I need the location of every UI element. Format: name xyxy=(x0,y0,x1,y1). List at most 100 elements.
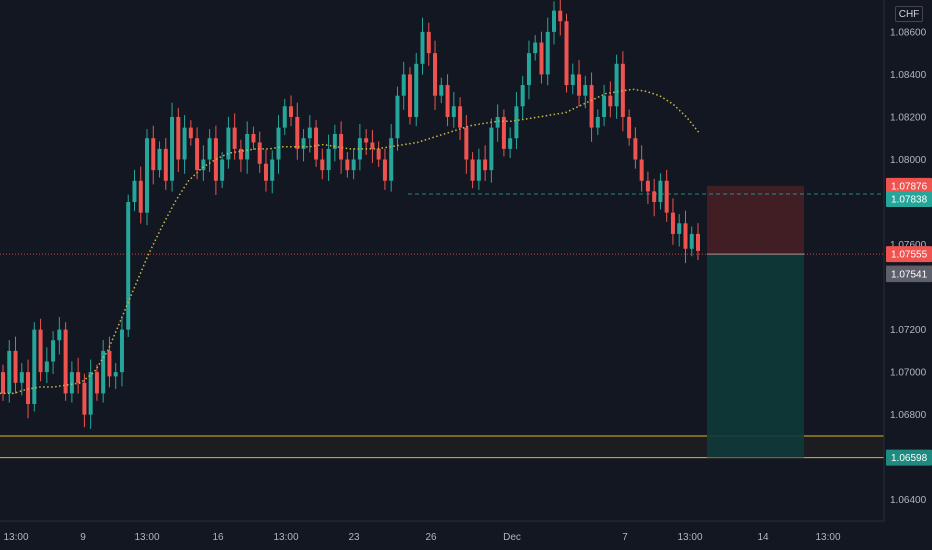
candle-body xyxy=(526,53,531,86)
candle-body xyxy=(514,106,519,139)
y-tick-label: 1.07200 xyxy=(890,325,927,336)
candle-body xyxy=(257,142,262,164)
candle-body xyxy=(614,63,619,107)
candle-body xyxy=(470,159,475,181)
stop-loss-area xyxy=(707,185,804,255)
candle-body xyxy=(382,159,387,181)
candle-body xyxy=(151,138,156,171)
short-position-tool[interactable] xyxy=(707,185,804,458)
candle-body xyxy=(545,31,550,75)
entry-price-badge: 1.07555 xyxy=(891,250,928,261)
y-tick-label: 1.06400 xyxy=(890,495,927,506)
candle-body xyxy=(577,74,582,96)
candle-body xyxy=(439,85,444,96)
last-price-badge-bg xyxy=(886,266,932,283)
candle-body xyxy=(226,127,231,160)
candle-body xyxy=(282,106,287,128)
candle-body xyxy=(602,95,607,117)
candle-body xyxy=(357,138,362,160)
candle-body xyxy=(145,138,150,213)
candle-body xyxy=(295,116,300,149)
candle-body xyxy=(696,233,700,251)
candle-body xyxy=(683,223,688,249)
candle-body xyxy=(69,372,74,394)
stop-price-badge: 1.07876 xyxy=(891,181,928,192)
candle-body xyxy=(345,159,350,171)
candle-body xyxy=(138,180,143,213)
stop-price-badge-bg xyxy=(886,177,932,194)
candle-body xyxy=(163,148,168,181)
candle-body xyxy=(476,159,481,181)
candle-body xyxy=(51,340,56,362)
candle-body xyxy=(376,148,381,160)
candle-body xyxy=(620,63,625,117)
candle-body xyxy=(595,116,600,128)
currency-label[interactable]: CHF xyxy=(895,6,923,22)
candle-body xyxy=(414,63,419,117)
candle-body xyxy=(170,116,175,181)
take-profit-area xyxy=(707,254,804,458)
candle-body xyxy=(370,142,375,149)
candle-body xyxy=(464,127,469,160)
candle-body xyxy=(176,116,181,160)
x-tick-label: 13:00 xyxy=(677,532,702,543)
candle-body xyxy=(113,372,118,377)
candle-body xyxy=(126,202,131,330)
candle-body xyxy=(564,21,569,86)
candle-body xyxy=(351,159,356,171)
candle-body xyxy=(420,31,425,64)
candle-body xyxy=(670,212,675,234)
candle-body xyxy=(458,106,463,128)
y-tick-label: 1.07600 xyxy=(890,240,927,251)
candle-body xyxy=(63,329,68,394)
candle-body xyxy=(589,85,594,128)
candle-body xyxy=(433,53,438,96)
candle-body xyxy=(520,85,525,107)
candle-body xyxy=(326,148,331,171)
x-tick-label: 14 xyxy=(757,532,769,543)
x-tick-label: 23 xyxy=(348,532,360,543)
candle-body xyxy=(76,372,81,383)
candle-body xyxy=(101,350,106,394)
moving-average xyxy=(0,88,701,395)
candle-body xyxy=(201,159,206,171)
y-tick-label: 1.08400 xyxy=(890,70,927,81)
candle-body xyxy=(583,85,588,96)
x-tick-label: 16 xyxy=(212,532,224,543)
candle-body xyxy=(32,329,37,405)
target-price-badge-bg xyxy=(886,449,932,466)
candle-body xyxy=(608,95,613,107)
x-tick-label: 7 xyxy=(622,532,628,543)
candle-body xyxy=(213,138,218,181)
candle-body xyxy=(119,329,124,373)
price-lines xyxy=(0,193,884,255)
y-tick-label: 1.08600 xyxy=(890,27,927,38)
candle-body xyxy=(232,127,237,149)
candle-body xyxy=(289,106,294,117)
candle-body xyxy=(263,163,268,181)
candle-body xyxy=(426,31,431,54)
candle-body xyxy=(245,133,250,160)
x-tick-label: 13:00 xyxy=(3,532,28,543)
y-tick-label: 1.06800 xyxy=(890,410,927,421)
candle-body xyxy=(633,138,638,160)
x-tick-label: 13:00 xyxy=(134,532,159,543)
zone-fill xyxy=(0,435,884,458)
candle-body xyxy=(276,127,281,160)
target-price-badge: 1.06598 xyxy=(891,453,928,464)
candle-body xyxy=(451,106,456,117)
candle-body xyxy=(301,138,306,149)
x-tick-label: Dec xyxy=(503,532,521,543)
candle-body xyxy=(238,148,243,160)
candle-body xyxy=(570,74,575,86)
candle-body xyxy=(339,133,344,160)
candle-body xyxy=(627,116,632,139)
candle-body xyxy=(445,85,450,117)
candle-body xyxy=(94,372,99,394)
candle-body xyxy=(677,223,682,234)
time-axis[interactable]: 13:00 9 13:00 16 13:00 23 26 Dec 7 13:00 14 13:00 xyxy=(3,532,840,543)
candle-body xyxy=(188,127,193,139)
candle-body xyxy=(658,180,663,203)
